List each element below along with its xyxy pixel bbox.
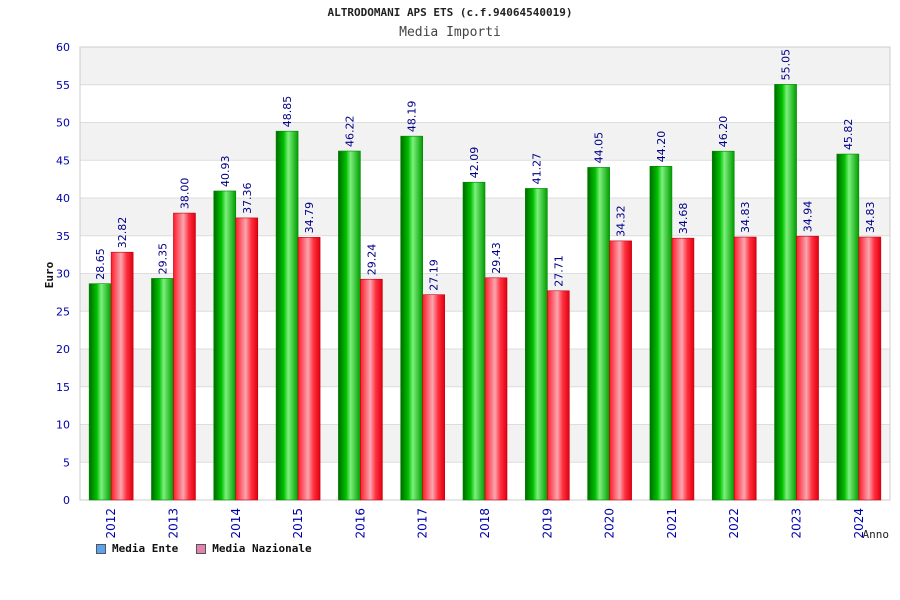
bar-value-label: 48.85 [281,96,294,128]
bar-value-label: 37.36 [241,182,254,214]
x-tick-label: 2023 [790,508,804,539]
x-tick-label: 2017 [416,508,430,539]
bar-value-label: 32.82 [116,217,129,248]
y-tick-label: 15 [56,381,70,394]
legend-item-media-ente: Media Ente [96,542,178,555]
bar-value-label: 40.93 [219,155,232,187]
bar-media-ente-2018 [462,181,486,501]
legend: Media Ente Media Nazionale [96,542,312,555]
y-tick-label: 20 [56,343,70,356]
legend-swatch [96,543,106,554]
bar-media-nazionale-2023 [796,235,819,501]
bar-value-label: 44.05 [593,132,606,164]
legend-swatch [196,543,207,554]
y-tick-label: 35 [56,230,70,243]
bar-media-nazionale-2013 [173,212,196,501]
bar-value-label: 29.35 [156,243,169,275]
legend-label: Media Ente [112,542,179,555]
bar-media-nazionale-2024 [858,236,882,501]
bar-media-ente-2015 [275,130,299,501]
bar-media-nazionale-2019 [547,290,570,501]
bar-value-label: 46.20 [717,116,730,148]
chart-title: ALTRODOMANI APS ETS (c.f.94064540019) [327,6,573,19]
bar-media-ente-2021 [649,165,673,501]
bar-value-label: 46.22 [343,116,356,148]
bar-value-label: 34.83 [864,202,877,234]
bar-value-label: 27.71 [552,255,565,287]
grid-band [80,47,890,85]
bar-value-label: 34.83 [739,202,752,234]
bar-media-nazionale-2015 [297,237,321,501]
y-tick-label: 40 [56,192,70,205]
x-tick-label: 2014 [229,508,243,539]
y-tick-label: 60 [56,41,70,54]
bar-media-nazionale-2018 [484,277,508,501]
bar-value-label: 48.19 [406,101,419,133]
bar-value-label: 34.68 [677,203,690,235]
x-tick-label: 2016 [353,508,367,539]
grid-band [80,122,890,161]
y-axis-label: Euro [43,261,56,288]
bar-value-label: 34.32 [615,205,628,237]
bar-value-label: 28.65 [94,248,107,280]
bar-value-label: 38.00 [178,178,191,210]
legend-item-media-nazionale: Media Nazionale [196,542,312,555]
bar-value-label: 29.24 [365,244,378,276]
bar-value-label: 45.82 [842,119,855,151]
bar-media-nazionale-2016 [360,278,383,501]
y-tick-label: 45 [56,154,70,167]
bar-media-ente-2012 [88,283,112,501]
y-tick-label: 0 [63,494,70,507]
bar-value-label: 34.79 [303,202,316,234]
bar-media-ente-2022 [711,150,735,501]
y-tick-label: 30 [56,268,70,281]
bar-media-ente-2020 [587,167,610,501]
bar-value-label: 29.43 [490,242,503,274]
bar-value-label: 41.27 [530,153,543,185]
legend-label: Media Nazionale [212,542,312,555]
bar-value-label: 55.05 [780,49,793,81]
bar-media-ente-2017 [400,135,423,501]
bar-media-nazionale-2017 [422,294,445,501]
bar-media-nazionale-2014 [235,217,259,501]
y-tick-label: 10 [56,419,70,432]
bar-value-label: 44.20 [655,131,668,163]
x-axis: 2012 2013 2014 2015 2016 2017 2018 2019 2020 2021… [104,508,866,539]
bar-media-nazionale-2020 [609,240,632,501]
bar-value-label: 34.94 [802,201,815,233]
bar-media-ente-2023 [774,84,797,501]
y-axis: 0 5 10 15 20 25 30 35 40 45 50 55 60 [56,41,70,507]
y-tick-label: 25 [56,305,70,318]
x-tick-label: 2021 [665,508,679,539]
x-tick-label: 2019 [540,508,554,539]
x-tick-label: 2022 [727,508,741,539]
x-tick-label: 2015 [291,508,305,539]
bar-media-ente-2019 [525,188,548,501]
bar-value-label: 42.09 [468,147,481,179]
bar-value-label: 27.19 [428,259,441,291]
x-tick-label: 2018 [478,508,492,539]
y-tick-label: 50 [56,117,70,130]
y-tick-label: 5 [63,456,70,469]
x-axis-label: Anno [863,528,890,541]
bar-media-nazionale-2021 [671,237,695,501]
bar-media-ente-2016 [338,150,361,501]
x-tick-label: 2020 [603,508,617,539]
bar-media-ente-2024 [836,153,860,501]
bars-group: 28.65 32.82 29.35 38.00 40.93 37.36 48.85 34.79… [88,49,882,501]
chart-subtitle: Media Importi [399,25,501,40]
bar-media-ente-2014 [213,190,237,501]
y-tick-label: 55 [56,79,70,92]
x-tick-label: 2013 [166,508,180,539]
bar-media-nazionale-2012 [110,251,134,501]
bar-media-nazionale-2022 [733,236,757,501]
bar-media-ente-2013 [151,278,174,501]
x-tick-label: 2012 [104,508,118,539]
x-tick-label: 2024 [852,508,866,539]
